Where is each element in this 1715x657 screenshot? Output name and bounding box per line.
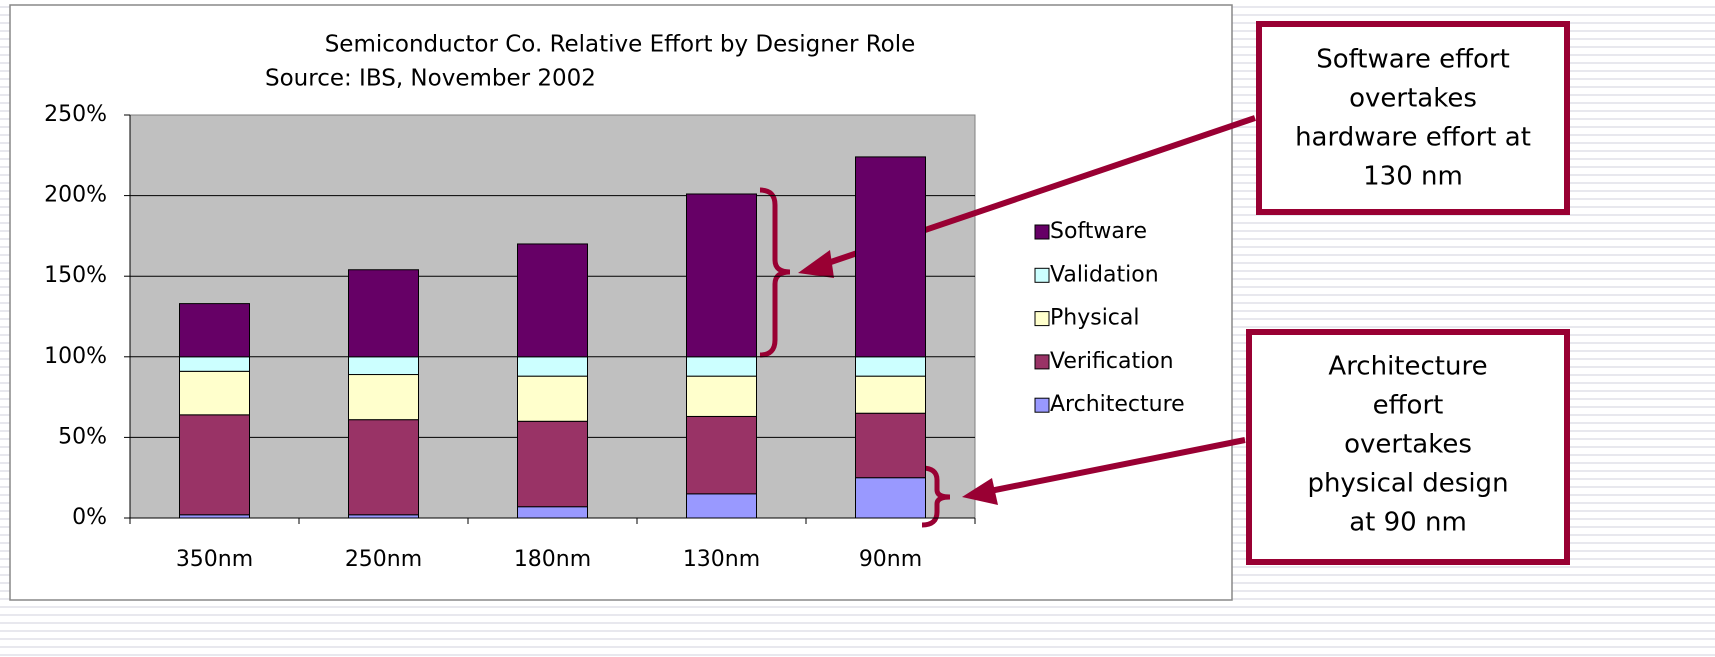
bar-segment [517,243,588,358]
legend-swatch [1034,267,1050,283]
y-tick-label: 0% [72,505,107,530]
bar-segment [348,374,419,421]
legend-label: Software [1050,219,1147,244]
y-tick-label: 200% [44,183,107,208]
bar-segment [855,375,926,414]
annotation-text: Architecture [1328,352,1487,382]
legend-swatch [1034,224,1050,240]
annotation-text: hardware effort at [1295,123,1531,153]
annotation-box [1256,21,1570,215]
bar-segment [855,412,926,479]
legend-label: Validation [1050,262,1159,287]
legend-label: Architecture [1050,392,1185,417]
x-tick-label: 180nm [514,547,591,572]
x-tick-label: 350nm [176,547,253,572]
x-tick-label: 130nm [683,547,760,572]
bar-segment [855,477,926,519]
bar-segment [686,356,757,377]
chart-title: Semiconductor Co. Relative Effort by Des… [325,32,916,58]
chart-subtitle: Source: IBS, November 2002 [265,66,596,92]
annotation-text: at 90 nm [1349,508,1467,538]
annotation-text: physical design [1307,469,1508,499]
bar-segment [179,414,250,516]
legend-swatch [1034,397,1050,413]
bar-segment [179,370,250,416]
bar-segment [855,156,926,358]
arrow [984,437,1246,495]
y-tick-label: 150% [44,263,107,288]
bar-segment [348,419,419,516]
annotation-text: 130 nm [1363,162,1463,192]
annotation-text: overtakes [1344,430,1472,460]
bar-segment [517,375,588,422]
x-tick-label: 90nm [859,547,922,572]
annotation-text: overtakes [1349,84,1477,114]
bar-segment [686,415,757,495]
legend-swatch [1034,311,1050,327]
annotation-text: effort [1373,391,1444,421]
legend-label: Physical [1050,306,1140,331]
bar-segment [855,356,926,377]
arrowhead [798,250,834,278]
bar-segment [686,375,757,417]
bar-segment [517,356,588,377]
legend-swatch [1034,354,1050,370]
annotation-box [1246,329,1570,565]
bar-segment [686,193,757,358]
y-tick-label: 100% [44,344,107,369]
y-tick-label: 50% [58,424,107,449]
y-tick-label: 250% [44,102,107,127]
bar-segment [179,303,250,358]
bracket [759,187,791,358]
arrowhead [962,478,998,505]
bar-segment [348,356,419,376]
bar-segment [686,493,757,519]
annotation-text: Software effort [1316,45,1510,75]
legend-label: Verification [1050,349,1174,374]
bar-segment [517,420,588,508]
bar-segment [348,269,419,358]
bar-segment [517,506,588,519]
x-tick-label: 250nm [345,547,422,572]
bar-segment [179,356,250,372]
